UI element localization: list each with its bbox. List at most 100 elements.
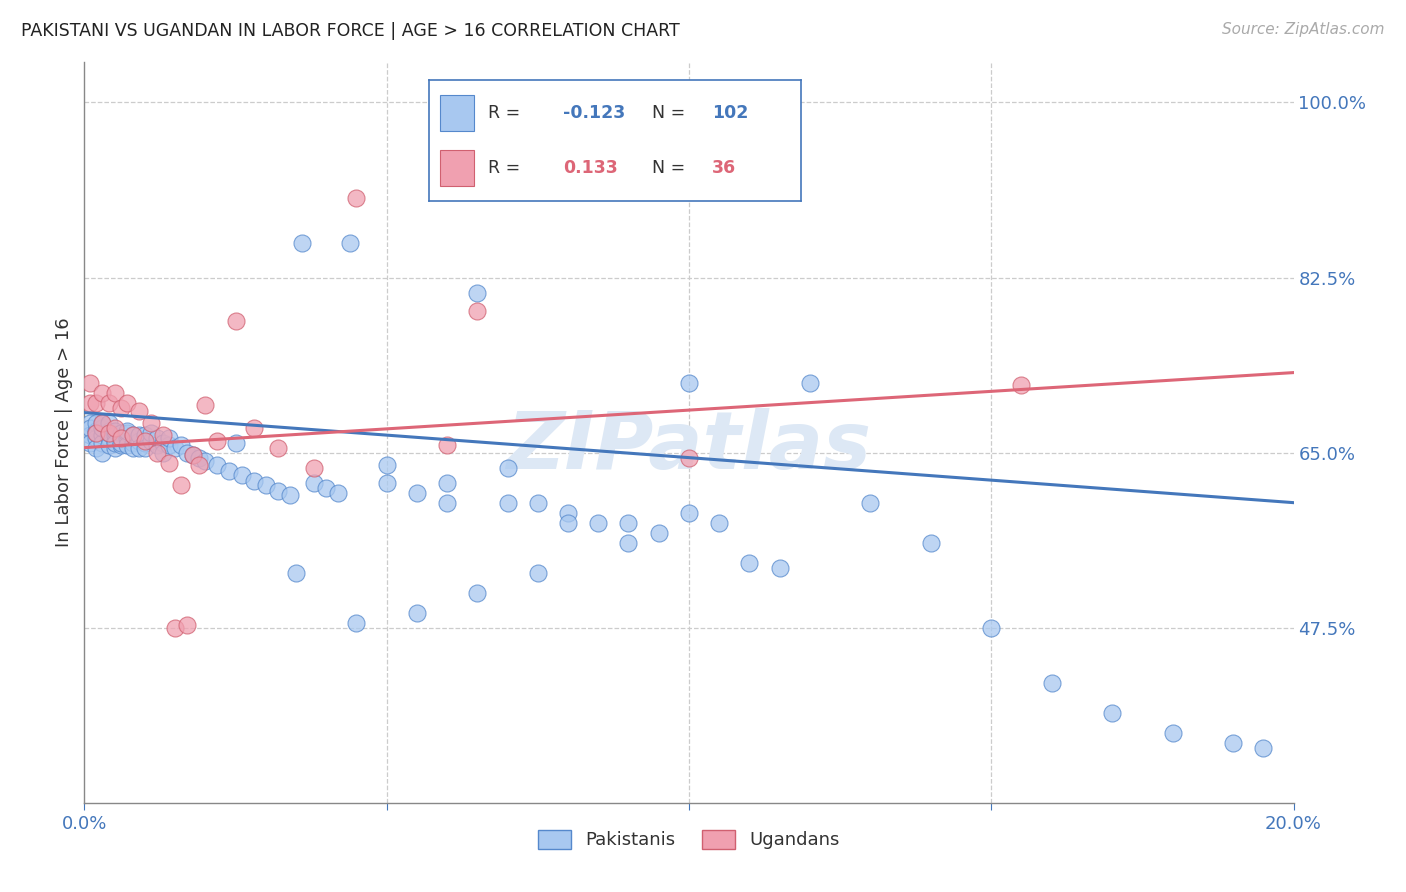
Point	[91, 445, 114, 459]
Text: 102: 102	[711, 103, 748, 122]
Point	[1161, 725, 1184, 739]
Point	[104, 424, 127, 438]
Point	[115, 437, 138, 451]
Text: R =: R =	[488, 103, 520, 122]
Point	[128, 403, 150, 417]
Bar	[440, 95, 474, 131]
Point	[97, 425, 120, 440]
Point	[496, 460, 519, 475]
Point	[79, 435, 101, 450]
Point	[170, 477, 193, 491]
Point	[267, 441, 290, 455]
Point	[225, 435, 247, 450]
Point	[302, 460, 325, 475]
Point	[242, 474, 264, 488]
Point	[617, 516, 640, 530]
Point	[128, 427, 150, 442]
Point	[346, 190, 368, 204]
Point	[139, 416, 162, 430]
Point	[181, 448, 204, 462]
Point	[617, 535, 640, 549]
Point	[128, 441, 150, 455]
Point	[97, 437, 120, 451]
Point	[799, 376, 821, 390]
Point	[346, 615, 368, 630]
Point	[436, 437, 458, 451]
Point	[110, 425, 132, 440]
Point	[648, 525, 671, 540]
Point	[181, 448, 204, 462]
Point	[165, 621, 187, 635]
Point	[738, 556, 761, 570]
Point	[146, 437, 169, 451]
Point	[152, 427, 174, 442]
Point	[1011, 377, 1033, 392]
Point	[278, 488, 301, 502]
Point	[406, 606, 429, 620]
Point	[134, 434, 156, 448]
Text: N =: N =	[652, 159, 686, 178]
Point	[134, 441, 156, 455]
Point	[115, 431, 138, 445]
Point	[157, 437, 180, 451]
Text: 0.133: 0.133	[562, 159, 617, 178]
Point	[121, 427, 143, 442]
Point	[157, 456, 180, 470]
Point	[859, 496, 882, 510]
Point	[110, 431, 132, 445]
Point	[115, 424, 138, 438]
Point	[97, 424, 120, 438]
Point	[254, 477, 277, 491]
Point	[79, 420, 101, 434]
Point	[139, 434, 162, 448]
Point	[152, 445, 174, 459]
Point	[188, 458, 211, 472]
Point	[207, 458, 229, 472]
Point	[467, 585, 489, 599]
Point	[86, 425, 108, 440]
Point	[79, 395, 101, 409]
Point	[188, 450, 211, 465]
Point	[157, 431, 180, 445]
Point	[91, 416, 114, 430]
Point	[139, 425, 162, 440]
Point	[406, 485, 429, 500]
Text: R =: R =	[488, 159, 520, 178]
Point	[170, 437, 193, 451]
Point	[115, 395, 138, 409]
Point	[91, 427, 114, 442]
Point	[86, 441, 108, 455]
Point	[97, 425, 120, 440]
Point	[86, 431, 108, 445]
Point	[134, 427, 156, 442]
Point	[527, 496, 550, 510]
Point	[104, 434, 127, 448]
Point	[1253, 740, 1275, 755]
Point	[1040, 675, 1063, 690]
Point	[104, 427, 127, 442]
Point	[225, 313, 247, 327]
Point	[194, 453, 217, 467]
Text: 36: 36	[711, 159, 737, 178]
Text: PAKISTANI VS UGANDAN IN LABOR FORCE | AGE > 16 CORRELATION CHART: PAKISTANI VS UGANDAN IN LABOR FORCE | AG…	[21, 22, 681, 40]
Point	[678, 450, 700, 465]
Point	[678, 506, 700, 520]
Point	[231, 467, 253, 482]
Point	[91, 435, 114, 450]
Point	[709, 516, 731, 530]
Point	[115, 425, 138, 440]
Point	[146, 431, 169, 445]
Point	[104, 420, 127, 434]
Point	[242, 420, 264, 434]
Point	[121, 441, 143, 455]
Text: N =: N =	[652, 103, 686, 122]
Point	[207, 434, 229, 448]
Point	[920, 535, 942, 549]
Point	[496, 496, 519, 510]
Point	[86, 425, 108, 440]
Point	[678, 376, 700, 390]
Point	[86, 424, 108, 438]
Point	[315, 481, 337, 495]
Point	[104, 435, 127, 450]
Point	[152, 435, 174, 450]
